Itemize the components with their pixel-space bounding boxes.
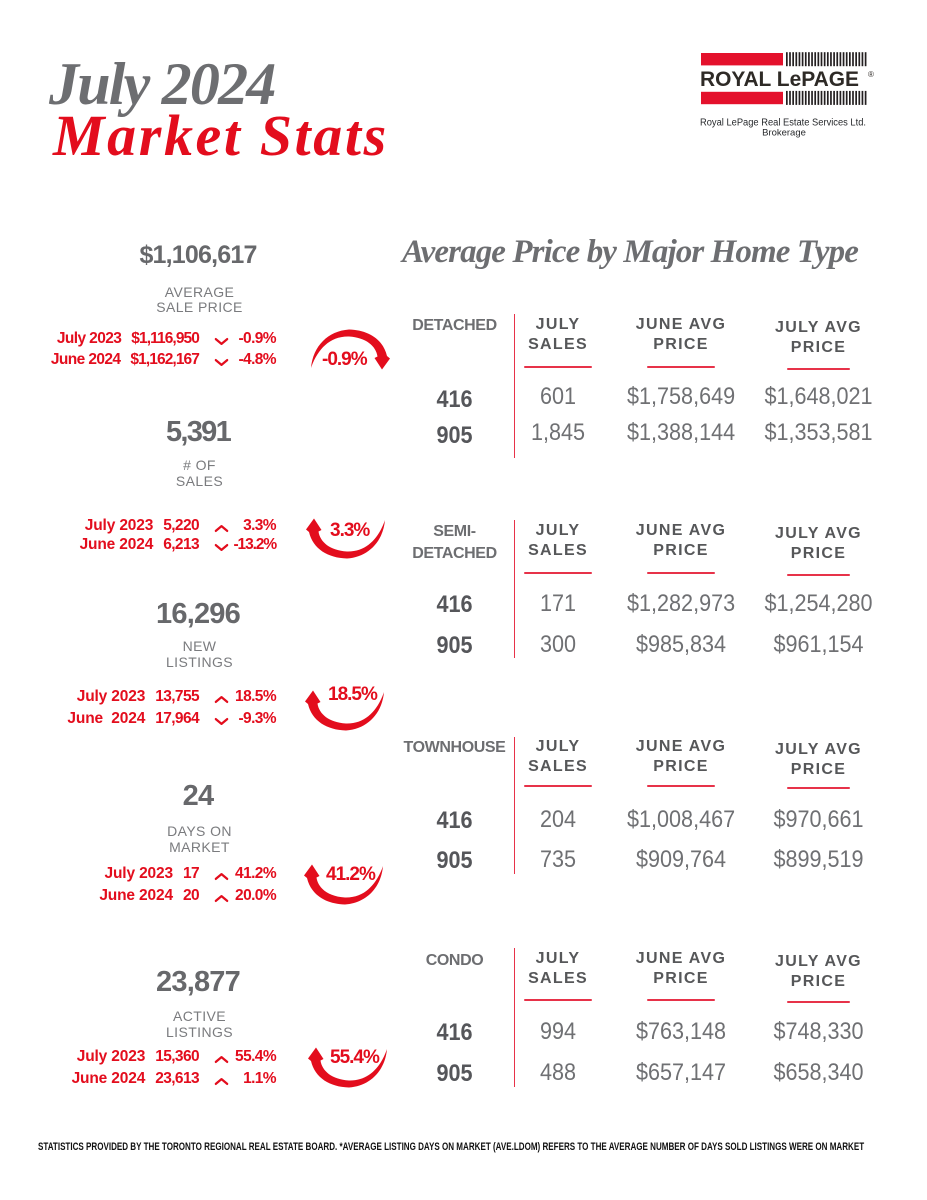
svg-text:®: ® bbox=[868, 70, 874, 79]
svg-text:Brokerage: Brokerage bbox=[762, 128, 806, 139]
svg-text:ROYAL LePAGE: ROYAL LePAGE bbox=[700, 68, 859, 91]
svg-text:Royal LePage Real Estate Servi: Royal LePage Real Estate Services Ltd. bbox=[700, 117, 866, 128]
